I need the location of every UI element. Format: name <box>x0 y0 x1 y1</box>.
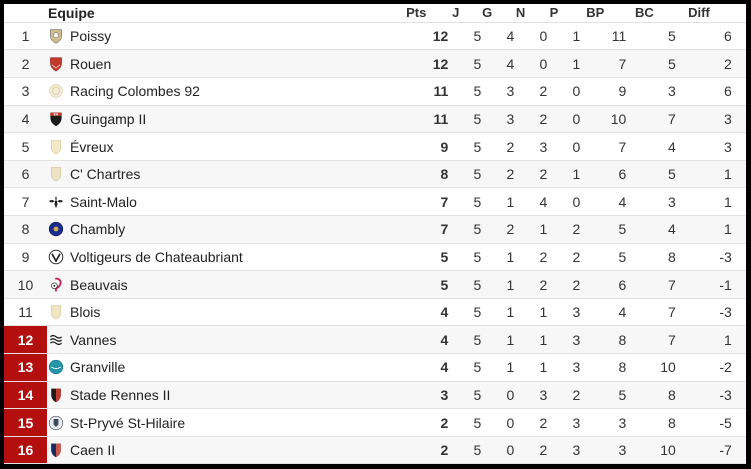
svg-text:EA: EA <box>54 112 59 116</box>
